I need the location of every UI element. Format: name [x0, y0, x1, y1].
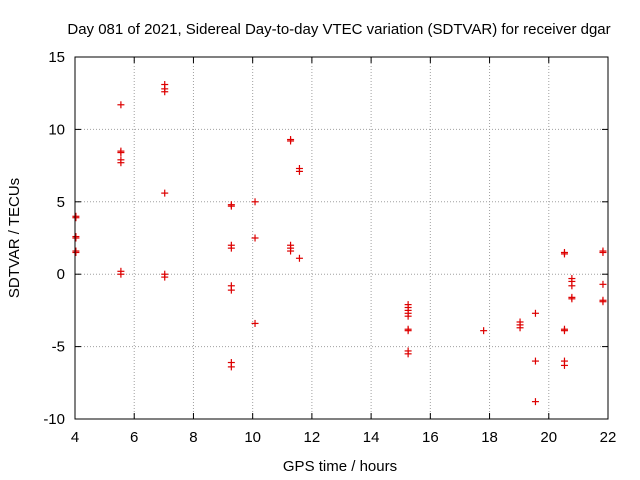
data-point [531, 357, 539, 365]
x-tick-label: 14 [363, 429, 380, 446]
data-point [117, 149, 125, 157]
data-point [72, 248, 80, 256]
data-point [560, 250, 568, 258]
data-point [531, 309, 539, 317]
data-point [404, 312, 412, 320]
x-tick-label: 6 [130, 429, 138, 446]
x-tick-label: 4 [71, 429, 79, 446]
y-tick-label: -10 [43, 411, 65, 428]
data-point [516, 324, 524, 332]
y-tick-label: 10 [48, 121, 65, 138]
data-point [72, 214, 80, 222]
x-tick-label: 20 [540, 429, 557, 446]
data-point [404, 350, 412, 358]
data-point [480, 327, 488, 335]
data-point [287, 247, 295, 255]
y-tick-label: 5 [57, 194, 65, 211]
chart-title: Day 081 of 2021, Sidereal Day-to-day VTE… [67, 21, 610, 38]
data-point [161, 88, 169, 96]
data-point [227, 286, 235, 294]
data-point [568, 282, 576, 290]
x-tick-label: 10 [244, 429, 261, 446]
data-point [227, 202, 235, 210]
data-point [560, 327, 568, 335]
x-tick-label: 12 [304, 429, 321, 446]
y-tick-label: 0 [57, 266, 65, 283]
y-tick-label: -5 [52, 339, 65, 356]
data-point [287, 137, 295, 145]
data-point [227, 363, 235, 371]
grid-lines [75, 57, 608, 419]
data-point [599, 298, 607, 306]
data-point [117, 159, 125, 167]
data-point [161, 189, 169, 197]
x-tick-label: 18 [481, 429, 498, 446]
data-point [227, 244, 235, 252]
data-point [295, 254, 303, 262]
axis-ticks: 4 6 8 10 12 14 16 18 20 22 -10 -5 0 5 10 15 [43, 49, 616, 446]
y-axis-label: SDTVAR / TECUs [6, 178, 23, 298]
data-point [251, 198, 259, 206]
data-point [599, 248, 607, 256]
data-point [251, 234, 259, 242]
data-point [531, 398, 539, 406]
x-tick-label: 16 [422, 429, 439, 446]
x-tick-label: 22 [600, 429, 617, 446]
plot-frame [74, 56, 609, 420]
data-point [117, 101, 125, 109]
data-point [560, 361, 568, 369]
data-point [404, 327, 412, 335]
data-points [72, 81, 607, 406]
y-tick-label: 15 [48, 49, 65, 66]
x-axis-label: GPS time / hours [283, 458, 397, 475]
data-point [599, 280, 607, 288]
data-point [568, 295, 576, 303]
data-point [251, 319, 259, 327]
x-tick-label: 8 [189, 429, 197, 446]
data-point [161, 273, 169, 281]
data-point [72, 234, 80, 242]
data-point [295, 167, 303, 175]
data-point [117, 270, 125, 278]
